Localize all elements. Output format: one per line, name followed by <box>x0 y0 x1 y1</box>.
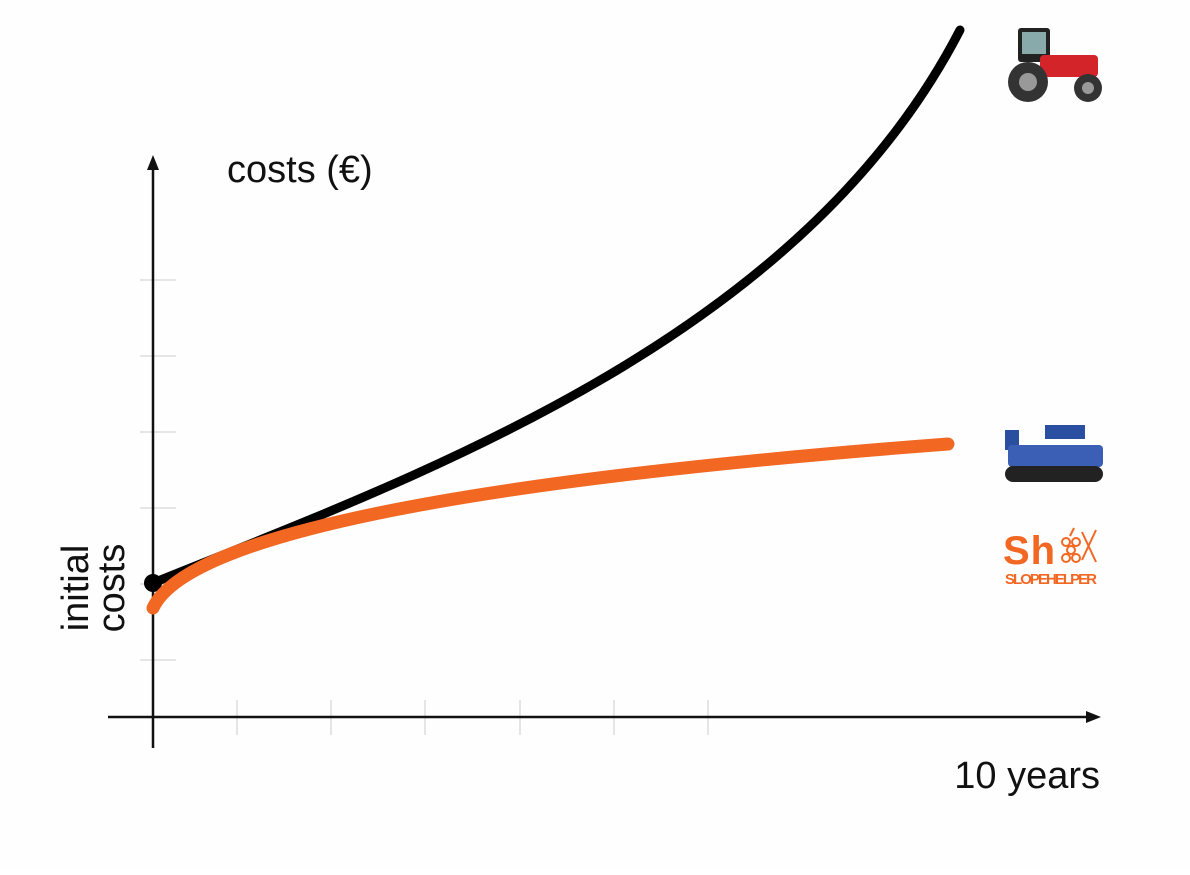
origin-label-line: costs <box>91 544 133 633</box>
origin-label-line: initial <box>55 545 97 632</box>
slopehelper-logo: Sh SLOPEHELPER <box>1003 527 1097 588</box>
y-axis-arrow <box>147 155 159 170</box>
robot-icon <box>1005 425 1103 482</box>
slopehelper-cost-curve <box>146 437 955 615</box>
grape-icon <box>1061 527 1097 563</box>
origin-label: initial costs <box>55 544 133 633</box>
x-axis-label: 10 years <box>954 755 1100 797</box>
tractor-start <box>144 574 162 592</box>
y-axis-label: costs (€) <box>227 149 373 191</box>
logo-mark: Sh <box>1003 529 1055 573</box>
y-ticks <box>140 279 176 661</box>
tractor-icon <box>1008 28 1102 102</box>
x-axis-arrow <box>1086 711 1101 723</box>
logo-name: SLOPEHELPER <box>1005 571 1097 588</box>
